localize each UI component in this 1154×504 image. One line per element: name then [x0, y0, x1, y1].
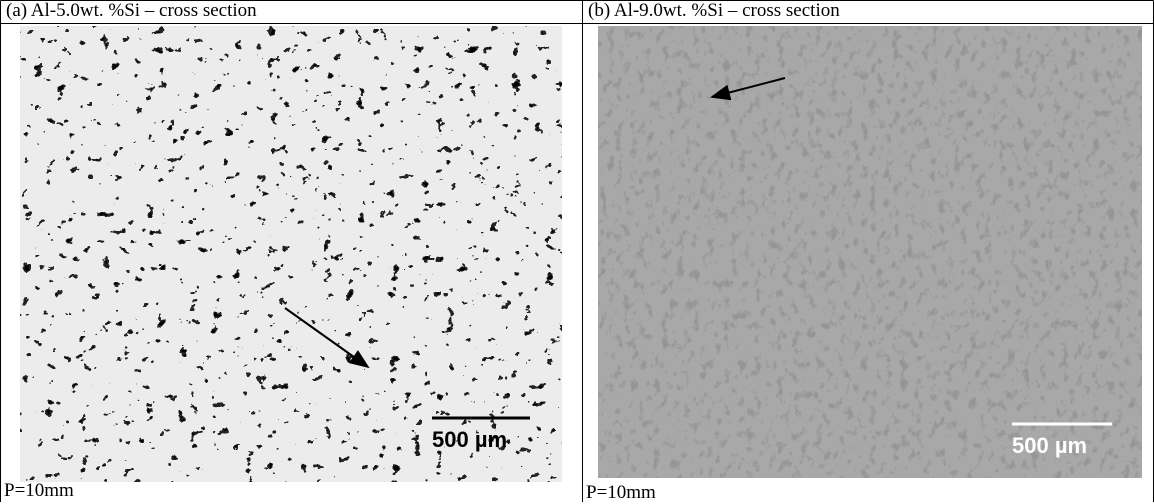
figure [0, 0, 1154, 502]
caption: (b) Al-9.0wt. %Si – cross section [588, 0, 840, 22]
caption: (a) Al-5.0wt. %Si – cross section [6, 0, 257, 22]
scale-bar-label: 500 µm [1012, 433, 1087, 459]
micrograph-a-texture [20, 26, 562, 482]
scale-bar-label: 500 µm [432, 427, 507, 453]
note: P=10mm [586, 482, 656, 504]
page: (a) Al-5.0wt. %Si – cross section (b) Al… [0, 0, 1154, 502]
note: P=10mm [4, 480, 74, 502]
micrograph-b-texture [598, 26, 1142, 478]
